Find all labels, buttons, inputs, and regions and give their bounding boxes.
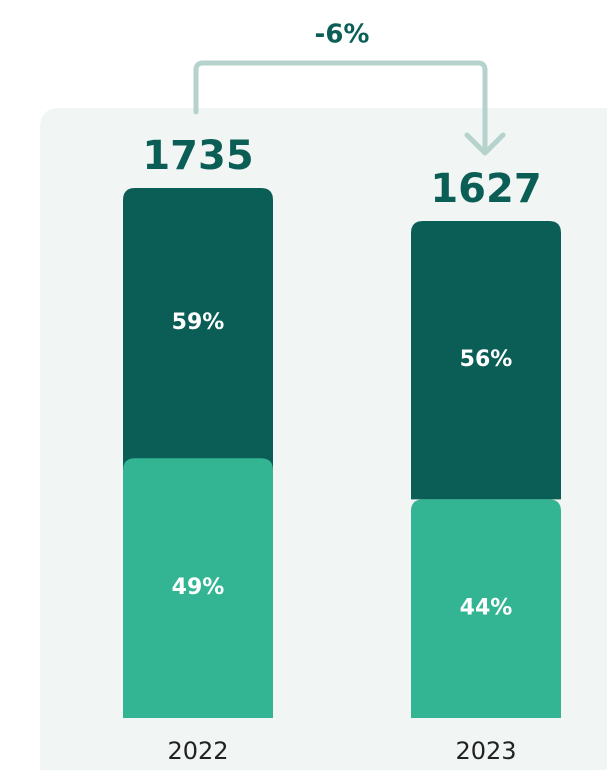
bar-segment [123, 458, 273, 718]
bar-segment [123, 188, 273, 501]
segment-label: 44% [460, 596, 513, 621]
segment-label: 59% [172, 310, 225, 335]
total-label: 1627 [430, 166, 541, 212]
bar-segment [411, 220, 561, 500]
bar-segment [411, 499, 561, 718]
x-tick-label: 2023 [455, 737, 516, 765]
x-tick-label: 2022 [167, 737, 228, 765]
total-label: 1735 [142, 133, 253, 179]
change-label: -6% [315, 20, 370, 50]
segment-label: 56% [460, 347, 513, 372]
segment-label: 49% [172, 575, 225, 600]
change-arrow [193, 60, 506, 156]
